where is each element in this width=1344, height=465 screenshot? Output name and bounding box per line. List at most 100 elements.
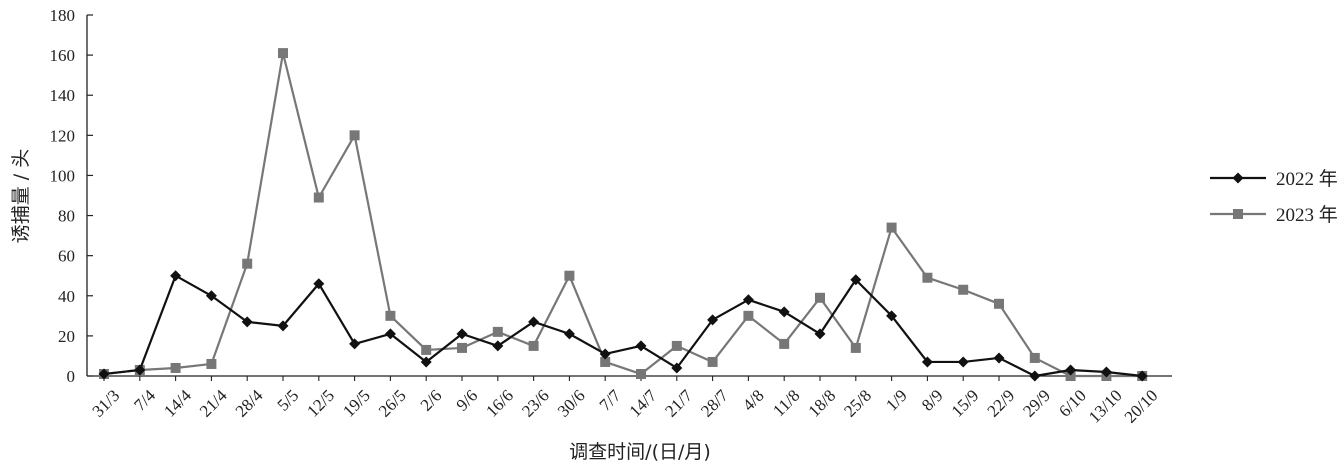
data-point <box>170 362 181 373</box>
y-tick-label: 140 <box>50 86 76 105</box>
data-point <box>528 340 539 351</box>
data-point <box>743 310 754 321</box>
data-point <box>349 338 361 350</box>
x-tick-label: 11/8 <box>769 386 803 420</box>
data-point <box>671 340 682 351</box>
y-axis: 0 20 40 60 80 100 120 140 160 180 <box>50 6 93 386</box>
x-tick-label: 16/6 <box>482 386 517 421</box>
data-point <box>814 328 826 340</box>
data-point <box>957 356 969 368</box>
series-line <box>103 274 1143 378</box>
x-tick-label: 20/10 <box>1121 386 1162 427</box>
data-point <box>134 364 146 376</box>
x-tick-label: 1/9 <box>882 386 911 415</box>
legend-marker <box>1232 172 1244 184</box>
y-tick-label: 60 <box>58 247 75 266</box>
legend-label: 2023 年 <box>1276 204 1338 226</box>
data-point <box>886 222 897 233</box>
data-point <box>242 258 253 269</box>
x-tick-label: 18/8 <box>804 386 839 421</box>
x-tick-label: 15/9 <box>948 386 983 421</box>
x-tick-label: 25/8 <box>840 386 875 421</box>
x-tick-label: 23/6 <box>518 386 553 421</box>
data-point <box>1100 366 1112 378</box>
x-tick-label: 5/5 <box>274 386 303 415</box>
data-point <box>779 338 790 349</box>
x-tick-label: 30/6 <box>554 386 589 421</box>
y-tick-label: 180 <box>50 6 76 25</box>
data-point <box>206 358 217 369</box>
x-tick-label: 4/8 <box>739 386 768 415</box>
data-point <box>742 294 754 306</box>
data-point <box>563 328 575 340</box>
data-point <box>349 130 360 141</box>
x-tick-label: 12/5 <box>303 386 338 421</box>
data-point <box>528 316 540 328</box>
x-tick-label: 9/6 <box>453 386 482 415</box>
x-tick-label: 28/4 <box>232 386 267 421</box>
x-tick-label: 26/5 <box>375 386 410 421</box>
legend: 2022 年 2023 年 <box>1210 168 1338 226</box>
x-tick-label: 2/6 <box>417 386 446 415</box>
data-point <box>671 362 683 374</box>
y-tick-label: 100 <box>50 166 76 185</box>
y-tick-label: 160 <box>50 46 76 65</box>
x-tick-label: 21/4 <box>196 386 231 421</box>
data-point <box>1136 370 1148 382</box>
y-tick-label: 20 <box>58 327 75 346</box>
legend-marker <box>1233 209 1243 219</box>
x-tick-label: 6/10 <box>1055 386 1090 421</box>
data-point <box>384 328 396 340</box>
data-point <box>492 340 504 352</box>
data-point <box>707 314 719 326</box>
y-tick-label: 0 <box>67 367 76 386</box>
data-point <box>457 342 467 353</box>
x-tick-label: 14/7 <box>625 386 660 421</box>
data-point <box>993 352 1005 364</box>
x-axis: 31/3 7/4 14/4 21/4 28/4 5/5 12/5 19/5 26/5 2/6 9/6… <box>87 375 1172 427</box>
data-point <box>313 278 325 290</box>
x-tick-label: 7/4 <box>130 386 159 415</box>
data-point <box>922 272 933 283</box>
data-point <box>277 320 289 332</box>
y-axis-title: 诱捕量 / 头 <box>10 149 32 243</box>
data-point <box>815 292 825 303</box>
data-point <box>420 356 432 368</box>
data-point <box>1065 364 1077 376</box>
data-point <box>492 326 503 337</box>
x-tick-label: 31/3 <box>88 386 123 421</box>
x-tick-label: 21/7 <box>661 386 696 421</box>
data-point <box>707 356 718 367</box>
y-tick-label: 40 <box>58 287 75 306</box>
data-point <box>636 368 646 379</box>
series-line <box>103 52 1143 378</box>
data-point <box>635 340 647 352</box>
data-point <box>1029 352 1040 363</box>
data-point <box>205 290 217 302</box>
y-tick-label: 120 <box>50 126 76 145</box>
x-tick-label: 7/7 <box>596 386 625 415</box>
data-point <box>850 342 861 353</box>
data-point <box>241 316 253 328</box>
data-point <box>564 270 575 281</box>
x-axis-title: 调查时间/(日/月) <box>569 441 711 463</box>
x-tick-label: 13/10 <box>1085 386 1126 427</box>
data-point <box>994 298 1004 309</box>
data-point <box>170 270 182 282</box>
series-1 <box>98 270 1148 382</box>
series-lines <box>98 48 1148 382</box>
x-tick-label: 14/4 <box>160 386 195 421</box>
legend-label: 2022 年 <box>1276 168 1338 190</box>
y-tick-label: 80 <box>58 207 75 226</box>
data-point <box>600 356 611 367</box>
data-point <box>850 274 862 286</box>
data-point <box>1029 370 1041 382</box>
data-point <box>421 344 432 355</box>
series-2 <box>99 48 1148 381</box>
data-point <box>778 306 790 318</box>
data-point <box>886 310 898 322</box>
data-point <box>385 310 396 321</box>
x-tick-label: 22/9 <box>983 386 1018 421</box>
legend-item: 2022 年 <box>1210 168 1338 190</box>
